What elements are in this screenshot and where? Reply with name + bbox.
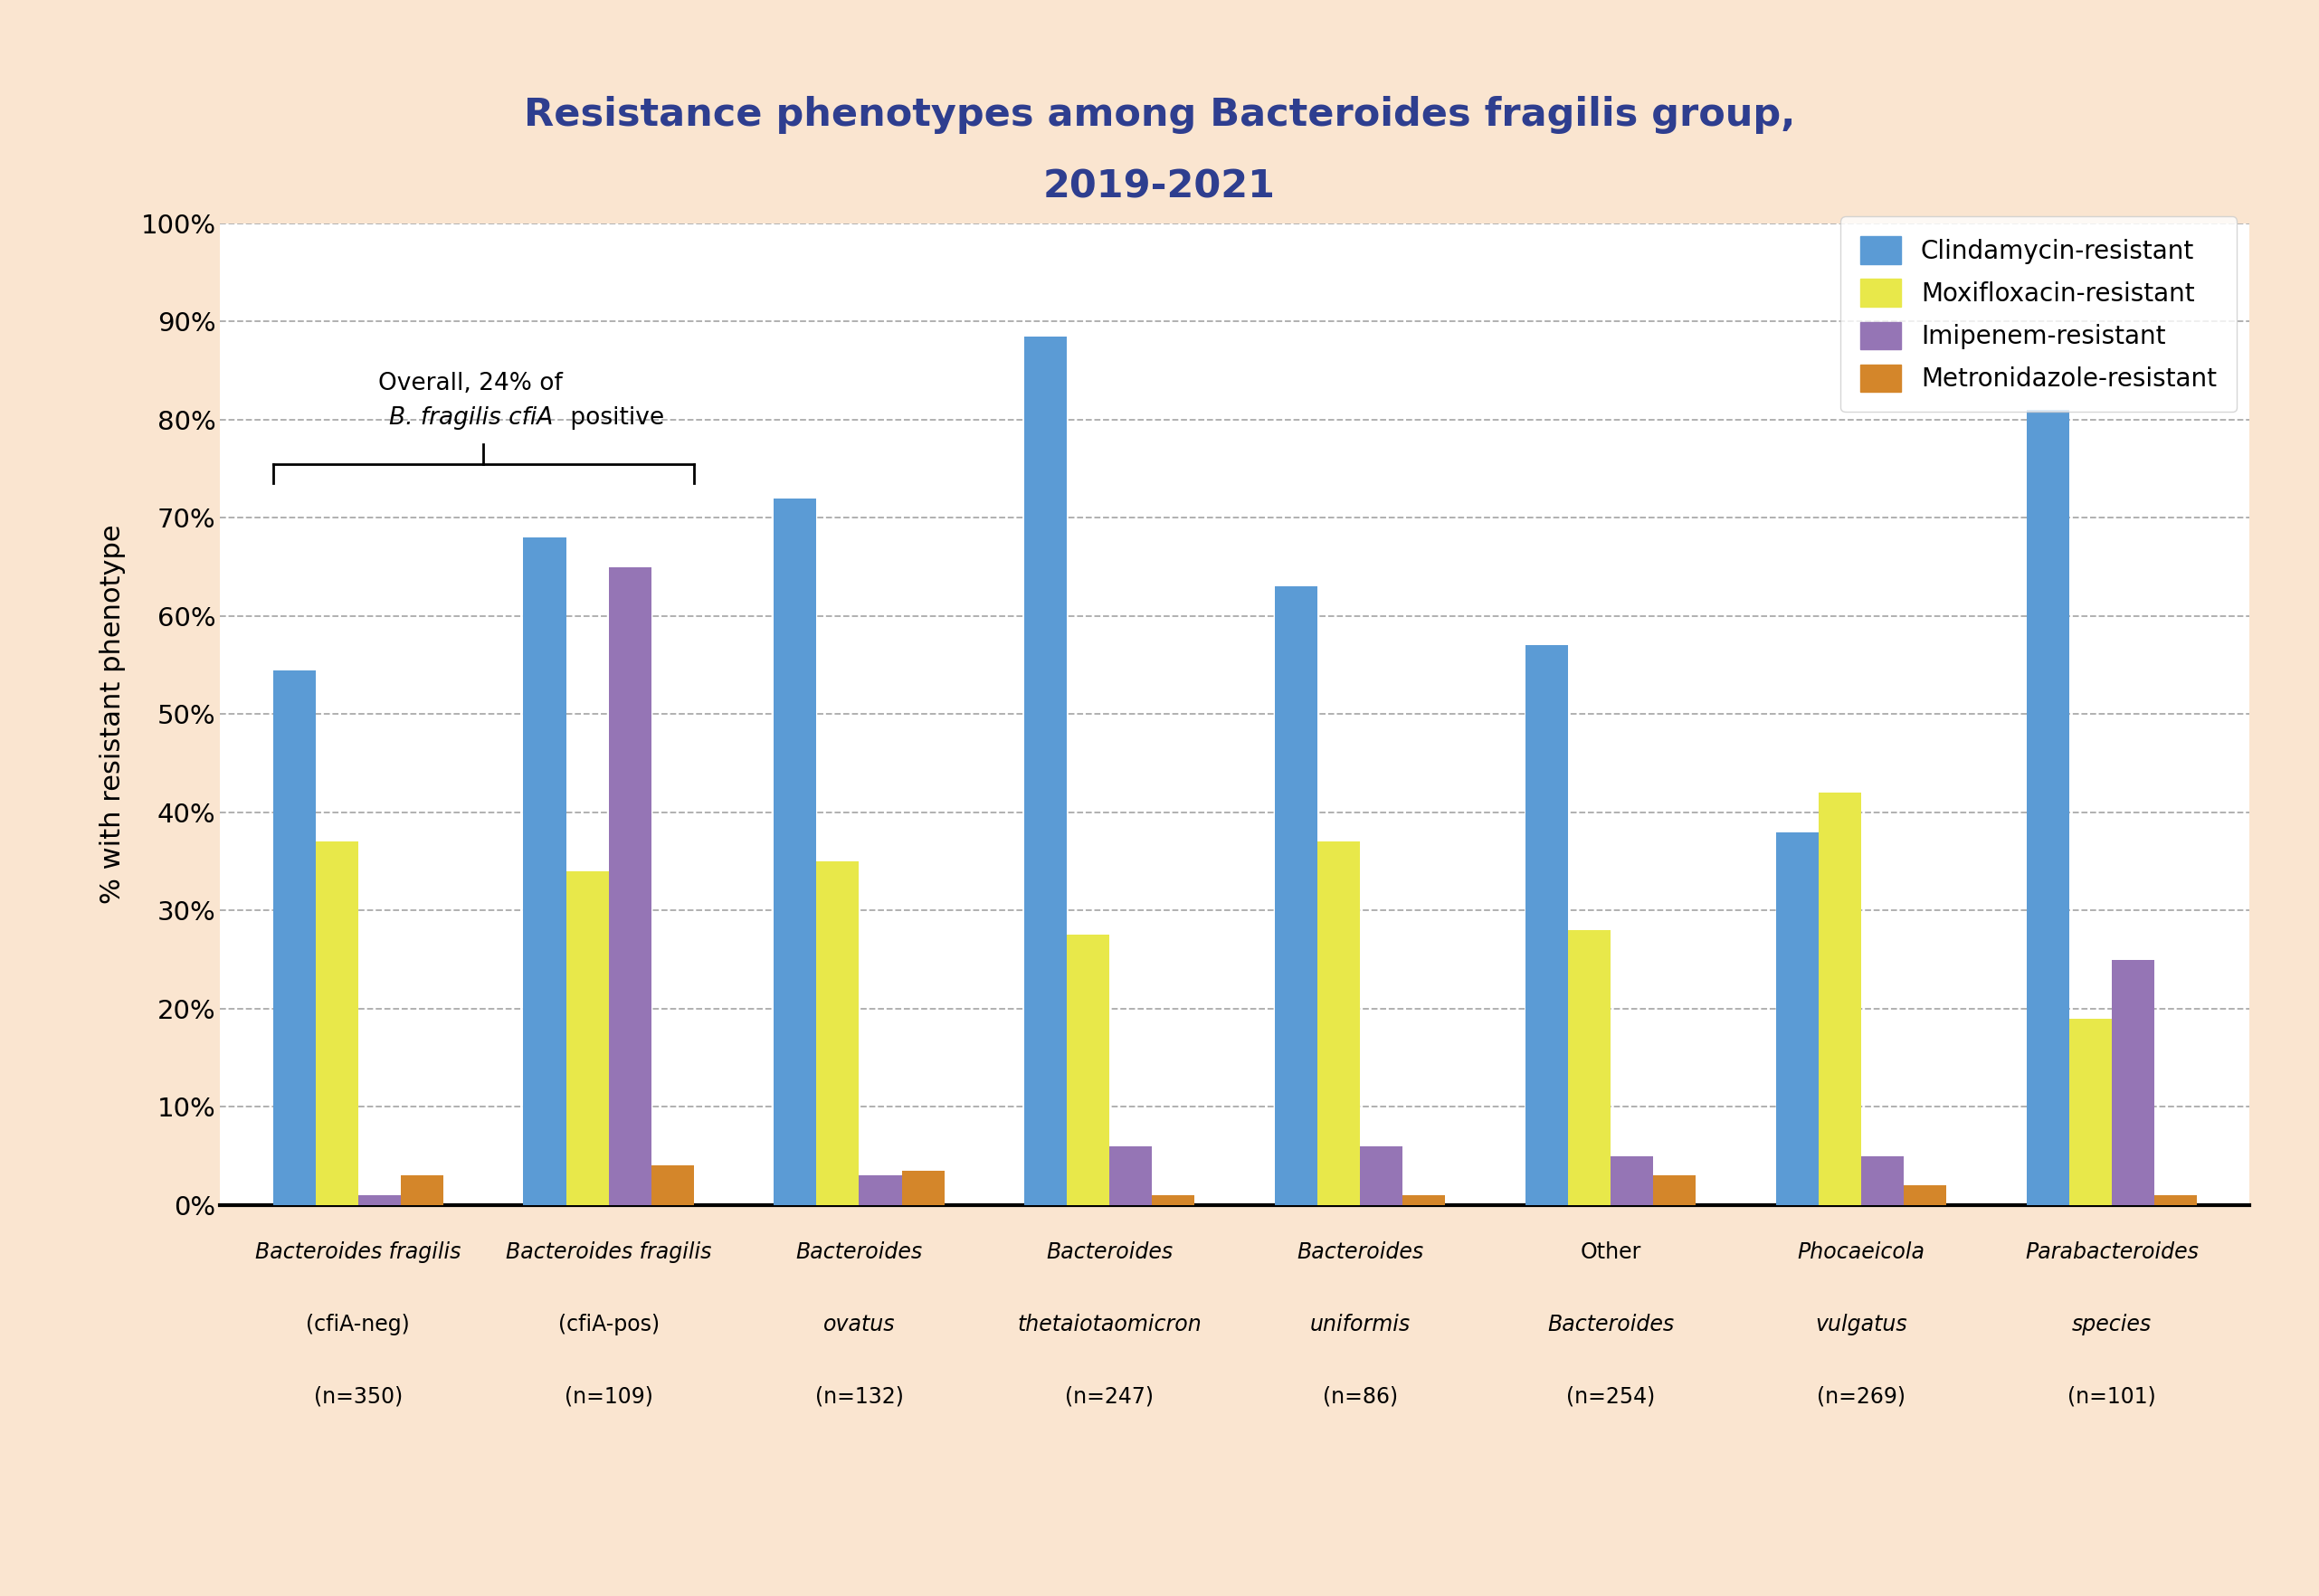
- Bar: [902, 1170, 944, 1205]
- Text: Bacteroides: Bacteroides: [1296, 1242, 1424, 1264]
- Text: (n=101): (n=101): [2069, 1385, 2157, 1408]
- Bar: [2154, 1195, 2196, 1205]
- Text: species: species: [2071, 1314, 2152, 1336]
- Text: thetaiotaomicron: thetaiotaomicron: [1018, 1314, 1201, 1336]
- Bar: [1526, 645, 1568, 1205]
- Text: Bacteroides: Bacteroides: [1046, 1242, 1173, 1264]
- Text: Bacteroides: Bacteroides: [1547, 1314, 1674, 1336]
- Bar: [357, 1195, 401, 1205]
- Bar: [1025, 337, 1067, 1205]
- Text: (cfiA-neg): (cfiA-neg): [306, 1314, 410, 1336]
- Bar: [816, 862, 858, 1205]
- Bar: [2069, 1018, 2113, 1205]
- Bar: [401, 1176, 443, 1205]
- Bar: [1653, 1176, 1695, 1205]
- Bar: [315, 841, 357, 1205]
- Text: Phocaeicola: Phocaeicola: [1797, 1242, 1925, 1264]
- Bar: [608, 567, 652, 1205]
- Bar: [1317, 841, 1361, 1205]
- Bar: [1108, 1146, 1153, 1205]
- Bar: [1612, 1156, 1653, 1205]
- Text: (n=254): (n=254): [1565, 1385, 1656, 1408]
- Text: Bacteroides fragilis: Bacteroides fragilis: [506, 1242, 712, 1264]
- Text: (cfiA-pos): (cfiA-pos): [559, 1314, 659, 1336]
- Text: (n=109): (n=109): [564, 1385, 654, 1408]
- Text: Overall, 24% of: Overall, 24% of: [378, 372, 564, 396]
- Text: (n=350): (n=350): [313, 1385, 404, 1408]
- Y-axis label: % with resistant phenotype: % with resistant phenotype: [100, 525, 125, 903]
- Bar: [1818, 793, 1862, 1205]
- Text: B. fragilis cfiA: B. fragilis cfiA: [390, 405, 552, 429]
- Text: Bacteroides: Bacteroides: [795, 1242, 923, 1264]
- Text: Other: Other: [1579, 1242, 1642, 1264]
- Bar: [1275, 587, 1317, 1205]
- Text: (n=86): (n=86): [1322, 1385, 1398, 1408]
- Bar: [1361, 1146, 1403, 1205]
- Bar: [2027, 410, 2069, 1205]
- Bar: [858, 1176, 902, 1205]
- Text: vulgatus: vulgatus: [1816, 1314, 1906, 1336]
- Bar: [775, 498, 816, 1205]
- Bar: [1568, 930, 1612, 1205]
- Bar: [524, 538, 566, 1205]
- Legend: Clindamycin-resistant, Moxifloxacin-resistant, Imipenem-resistant, Metronidazole: Clindamycin-resistant, Moxifloxacin-resi…: [1841, 217, 2238, 412]
- Text: 2019-2021: 2019-2021: [1044, 168, 1275, 206]
- Text: Resistance phenotypes among Bacteroides fragilis group,: Resistance phenotypes among Bacteroides …: [524, 96, 1795, 134]
- Bar: [274, 670, 315, 1205]
- Bar: [566, 871, 608, 1205]
- Text: (n=247): (n=247): [1064, 1385, 1155, 1408]
- Bar: [1403, 1195, 1445, 1205]
- Bar: [1776, 832, 1818, 1205]
- Bar: [2113, 959, 2154, 1205]
- Text: (n=269): (n=269): [1816, 1385, 1906, 1408]
- Text: Bacteroides fragilis: Bacteroides fragilis: [255, 1242, 461, 1264]
- Text: positive: positive: [564, 405, 663, 429]
- Text: ovatus: ovatus: [823, 1314, 895, 1336]
- Bar: [1067, 935, 1108, 1205]
- Bar: [1153, 1195, 1194, 1205]
- Text: Parabacteroides: Parabacteroides: [2024, 1242, 2198, 1264]
- Bar: [1862, 1156, 1904, 1205]
- Bar: [652, 1165, 693, 1205]
- Text: (n=132): (n=132): [814, 1385, 904, 1408]
- Bar: [1904, 1186, 1946, 1205]
- Text: uniformis: uniformis: [1310, 1314, 1410, 1336]
